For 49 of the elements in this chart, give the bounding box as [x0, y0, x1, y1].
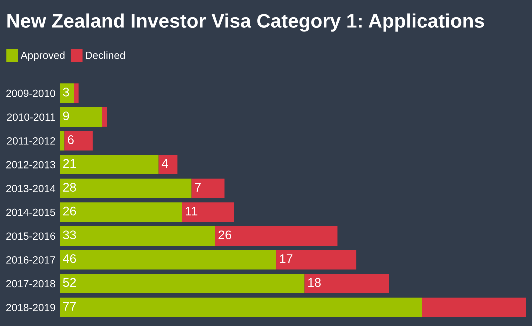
- bar: [215, 226, 338, 246]
- data-label: 9: [63, 112, 70, 121]
- y-tick-label: 2014-2015: [6, 208, 56, 216]
- data-label: 26: [63, 206, 76, 216]
- bar: [422, 298, 526, 318]
- bar: [60, 250, 277, 270]
- y-tick-label: 2013-2014: [6, 185, 56, 192]
- bar: [60, 202, 182, 222]
- data-label: 52: [63, 278, 76, 288]
- data-label: 6: [68, 136, 74, 144]
- y-tick-label: 2011-2012: [7, 137, 56, 145]
- data-label: 77: [63, 302, 76, 311]
- bar: [64, 131, 93, 151]
- y-tick-label: 2010-2011: [7, 114, 56, 122]
- data-label: 26: [218, 230, 232, 240]
- y-tick-label: 2009-2010: [6, 90, 56, 98]
- data-label: 4: [162, 159, 168, 168]
- data-label: 28: [63, 183, 76, 192]
- bar: [60, 155, 159, 175]
- bar: [60, 178, 192, 198]
- legend-label: Approved: [20, 52, 65, 62]
- y-tick-label: 2017-2018: [6, 280, 56, 288]
- y-tick-label: 2015-2016: [6, 232, 56, 240]
- data-label: 11: [186, 207, 198, 216]
- chart-title: New Zealand Investor Visa Category 1: Applications: [8, 14, 484, 32]
- data-label: 3: [63, 88, 70, 97]
- data-label: 18: [308, 278, 321, 288]
- data-label: 17: [280, 254, 293, 264]
- y-tick-label: 2012-2013: [6, 161, 56, 169]
- bar: [60, 226, 216, 246]
- bar: [192, 178, 225, 198]
- bar: [74, 84, 79, 104]
- y-tick-label: 2016-2017: [6, 256, 56, 264]
- bar: [60, 131, 65, 151]
- bar: [158, 155, 178, 175]
- y-tick-label: 2018-2019: [6, 304, 56, 312]
- data-label: 7: [195, 183, 201, 192]
- bar: [276, 250, 357, 270]
- bar: [304, 274, 390, 294]
- legend-label: Declined: [86, 52, 126, 60]
- bar: [60, 298, 422, 318]
- data-label: 33: [63, 230, 76, 240]
- data-label: 21: [63, 159, 76, 168]
- bar: [102, 107, 108, 127]
- bar: [182, 202, 234, 222]
- bar: [60, 274, 305, 294]
- data-label: 46: [63, 254, 76, 264]
- bar: [60, 107, 102, 127]
- bar: [60, 84, 74, 104]
